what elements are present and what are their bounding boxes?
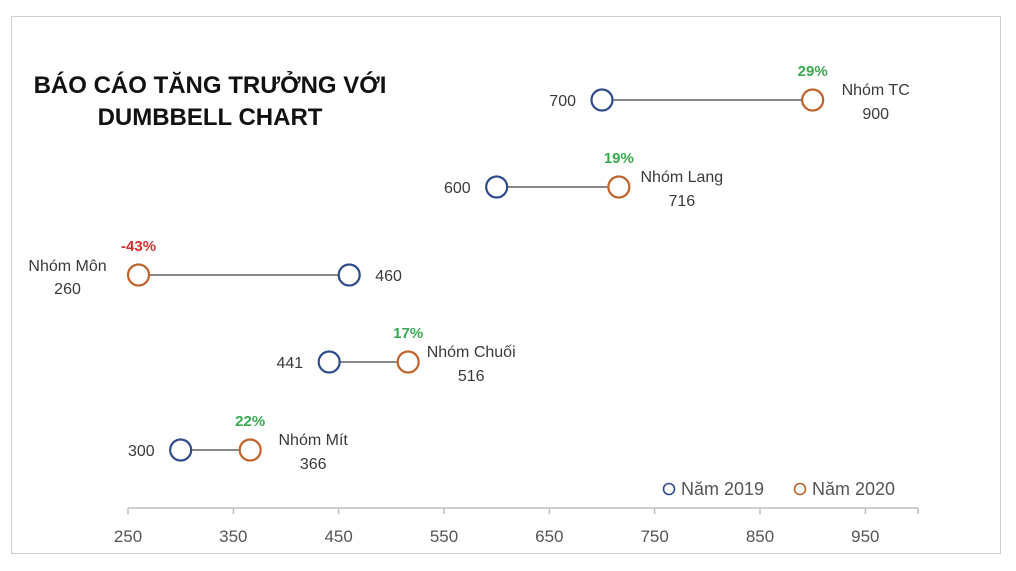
x-tick-label: 750 [640, 527, 668, 546]
change-percent-label: 17% [393, 325, 423, 342]
value-label-2019: 460 [375, 268, 402, 285]
group-name-label: Nhóm Chuối [427, 344, 516, 361]
chart-title-line-1: BÁO CÁO TĂNG TRƯỞNG VỚI [33, 72, 387, 99]
group-name-label: Nhóm Lang [640, 169, 723, 186]
x-tick-label: 250 [114, 527, 142, 546]
legend-marker-2019 [662, 482, 676, 496]
group-name-label: Nhóm Mít [279, 432, 349, 449]
point-2020 [126, 263, 151, 287]
legend-label-2019: Năm 2019 [681, 479, 764, 499]
value-label-2020: 900 [862, 106, 889, 123]
group-name-label: Nhóm TC [842, 82, 910, 99]
value-label-2020: 716 [669, 193, 696, 210]
x-tick-label: 450 [324, 527, 352, 546]
x-tick-label: 950 [851, 527, 879, 546]
point-2019 [337, 263, 361, 287]
chart-title-line-2: DUMBBELL CHART [97, 104, 323, 131]
x-tick-label: 550 [430, 527, 458, 546]
value-label-2019: 700 [549, 93, 576, 110]
change-percent-label: -43% [121, 238, 156, 255]
point-2019 [590, 88, 614, 112]
x-tick-label: 650 [535, 527, 563, 546]
value-label-2019: 441 [276, 355, 303, 372]
point-2019 [485, 175, 509, 199]
x-tick-label: 350 [219, 527, 247, 546]
value-label-2020: 260 [54, 281, 81, 298]
group-name-label: Nhóm Môn [28, 258, 106, 275]
point-2019 [317, 350, 341, 374]
value-label-2020: 516 [458, 368, 485, 385]
value-label-2019: 600 [444, 180, 471, 197]
value-label-2020: 366 [300, 456, 327, 473]
x-tick-label: 850 [746, 527, 774, 546]
change-percent-label: 19% [604, 150, 634, 167]
point-2019 [169, 438, 193, 462]
point-2020 [607, 175, 631, 199]
legend-marker-2020 [793, 482, 807, 496]
change-percent-label: 29% [798, 63, 828, 80]
point-2020 [396, 350, 420, 374]
legend-label-2020: Năm 2020 [812, 479, 895, 499]
point-2020 [801, 88, 825, 112]
point-2020 [238, 438, 262, 462]
chart-title: BÁO CÁO TĂNG TRƯỞNG VỚI DUMBBELL CHART [20, 70, 400, 134]
chart-frame [11, 16, 1001, 554]
change-percent-label: 22% [235, 413, 265, 430]
value-label-2019: 300 [128, 443, 155, 460]
